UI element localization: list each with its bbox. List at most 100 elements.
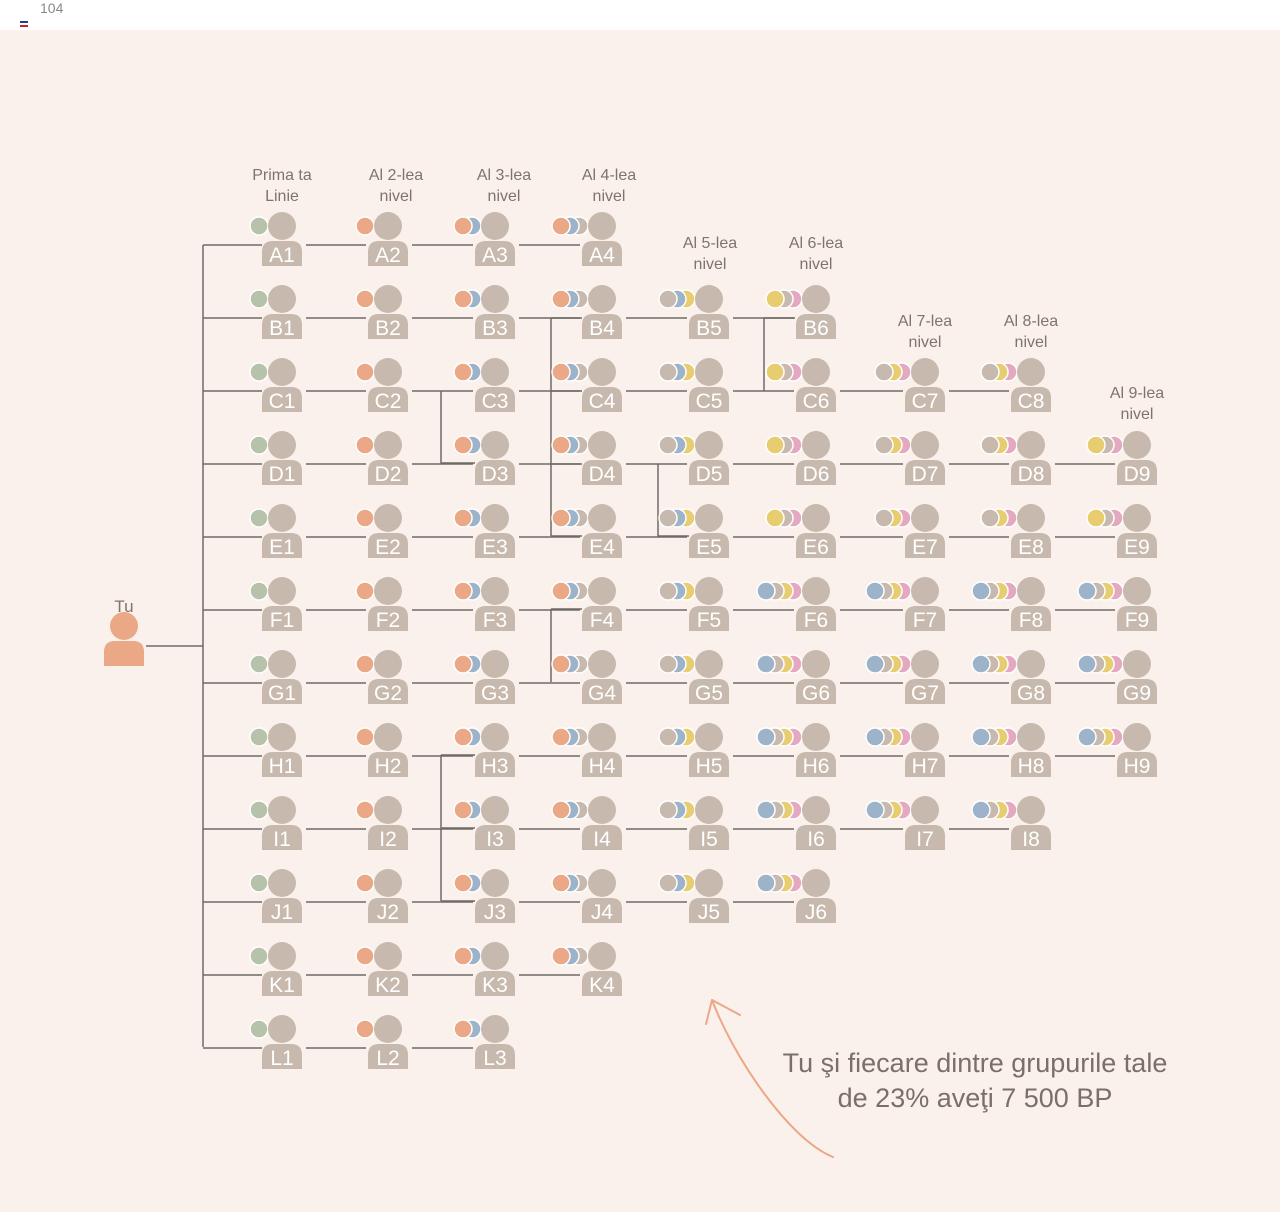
share-dots xyxy=(874,362,912,382)
member-H9: H9 xyxy=(1117,723,1157,778)
gray-dot xyxy=(658,581,678,601)
member-G7: G7 xyxy=(905,650,945,705)
person-head xyxy=(588,869,616,897)
page-number: 104 xyxy=(40,0,64,16)
node-label: I7 xyxy=(916,828,934,851)
share-dots xyxy=(453,216,482,236)
person-body xyxy=(1011,460,1051,485)
share-dots xyxy=(453,581,482,601)
green-dot xyxy=(249,654,269,674)
member-G4: G4 xyxy=(582,650,622,705)
gray-dot xyxy=(658,654,678,674)
person-body xyxy=(905,679,945,704)
member-H6: H6 xyxy=(796,723,836,778)
share-dots xyxy=(453,435,482,455)
node-label: E8 xyxy=(1018,536,1044,559)
person-head xyxy=(802,285,830,313)
node-label: F8 xyxy=(1019,609,1044,632)
member-J5: J5 xyxy=(689,869,729,924)
person-body xyxy=(796,533,836,558)
person-head xyxy=(1123,723,1151,751)
share-dots xyxy=(865,581,912,601)
person-head xyxy=(481,504,509,532)
person-body xyxy=(368,1044,408,1069)
person-head xyxy=(268,577,296,605)
person-head xyxy=(695,504,723,532)
gray-dot xyxy=(658,873,678,893)
share-dots xyxy=(971,727,1018,747)
person-body xyxy=(368,606,408,631)
person-head xyxy=(481,577,509,605)
person-body xyxy=(582,971,622,996)
person-body xyxy=(262,314,302,339)
share-dots xyxy=(971,654,1018,674)
person-head xyxy=(911,650,939,678)
member-A4: A4 xyxy=(582,212,622,267)
member-J6: J6 xyxy=(796,869,836,924)
share-dots xyxy=(355,873,375,893)
node-label: F1 xyxy=(270,609,295,632)
person-body xyxy=(368,314,408,339)
orange-dot xyxy=(551,216,571,236)
node-label: A2 xyxy=(375,244,401,267)
node-label: D6 xyxy=(803,463,830,486)
member-I3: I3 xyxy=(475,796,515,851)
person-head xyxy=(695,431,723,459)
level-header-2: Al 2-lea nivel xyxy=(368,167,424,205)
person-head xyxy=(1017,650,1045,678)
node-label: B4 xyxy=(589,317,615,340)
share-dots xyxy=(756,800,803,820)
person-head xyxy=(268,504,296,532)
level-header-6: Al 6-lea nivel xyxy=(788,235,844,273)
share-dots xyxy=(453,873,482,893)
orange-dot xyxy=(453,435,473,455)
member-H2: H2 xyxy=(368,723,408,778)
top-bar: 104 xyxy=(0,0,1280,30)
person-body xyxy=(475,679,515,704)
member-G2: G2 xyxy=(368,650,408,705)
level-header-5: Al 5-lea nivel xyxy=(682,235,738,273)
share-dots xyxy=(355,1019,375,1039)
share-dots xyxy=(355,362,375,382)
member-I7: I7 xyxy=(905,796,945,851)
member-E2: E2 xyxy=(368,504,408,559)
orange-dot xyxy=(453,508,473,528)
member-G3: G3 xyxy=(475,650,515,705)
node-label: E6 xyxy=(803,536,829,559)
person-body xyxy=(475,971,515,996)
member-H5: H5 xyxy=(689,723,729,778)
share-dots xyxy=(355,216,375,236)
root-label: Tu xyxy=(114,597,134,616)
orange-dot xyxy=(551,727,571,747)
node-label: E2 xyxy=(375,536,401,559)
node-label: E5 xyxy=(696,536,722,559)
person-body xyxy=(1117,533,1157,558)
orange-dot xyxy=(551,654,571,674)
person-head xyxy=(911,358,939,386)
person-head xyxy=(374,796,402,824)
blue-dot xyxy=(971,654,991,674)
person-body xyxy=(104,641,144,666)
green-dot xyxy=(249,435,269,455)
node-label: G6 xyxy=(802,682,830,705)
blue-dot xyxy=(865,727,885,747)
level-header-3: Al 3-lea nivel xyxy=(476,167,532,205)
person-head xyxy=(268,358,296,386)
member-I2: I2 xyxy=(368,796,408,851)
share-dots xyxy=(453,1019,482,1039)
share-dots xyxy=(249,800,269,820)
node-label: G5 xyxy=(695,682,723,705)
person-head xyxy=(695,577,723,605)
person-head xyxy=(802,796,830,824)
node-label: I4 xyxy=(593,828,611,851)
node-label: I8 xyxy=(1022,828,1040,851)
diagram-background xyxy=(0,30,1280,1212)
person-head xyxy=(268,942,296,970)
orange-dot xyxy=(355,289,375,309)
member-K3: K3 xyxy=(475,942,515,997)
person-head xyxy=(268,285,296,313)
node-label: L1 xyxy=(270,1047,293,1070)
share-dots xyxy=(453,727,482,747)
share-dots xyxy=(551,727,589,747)
share-dots xyxy=(355,727,375,747)
